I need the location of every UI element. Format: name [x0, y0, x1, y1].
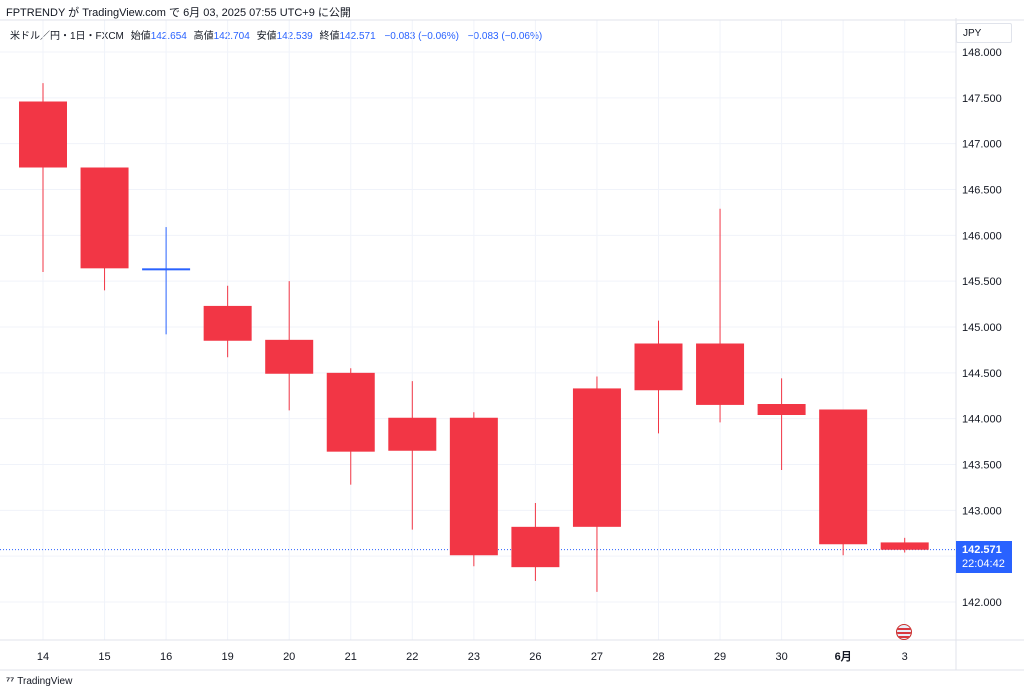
y-tick-label: 143.000	[962, 505, 1002, 517]
last-price-value: 142.571	[962, 544, 1002, 556]
x-tick-label: 22	[406, 651, 418, 663]
x-tick-label: 16	[160, 651, 172, 663]
candle-body	[819, 409, 868, 545]
x-tick-label: 20	[283, 651, 295, 663]
us-flag-event-icon[interactable]	[896, 624, 912, 640]
y-tick-label: 142.000	[962, 597, 1002, 609]
y-tick-label: 144.500	[962, 368, 1002, 380]
candle-body	[265, 339, 314, 374]
last-price-label: 142.571 22:04:42	[956, 541, 1012, 573]
x-tick-label: 27	[591, 651, 603, 663]
y-tick-label: 146.500	[962, 185, 1002, 197]
currency-selector[interactable]: JPY	[956, 23, 1012, 43]
candle-body	[757, 404, 806, 415]
candle-body	[880, 542, 929, 550]
candle-body	[326, 372, 375, 452]
low-value: 142.539	[276, 31, 313, 42]
y-tick-label: 148.000	[962, 47, 1002, 59]
change-value-2: −0.083 (−0.06%)	[467, 31, 543, 42]
close-label: 終値	[319, 31, 340, 42]
x-tick-label: 15	[98, 651, 110, 663]
high-label: 高値	[193, 31, 214, 42]
x-tick-label: 19	[222, 651, 234, 663]
candle-body	[572, 388, 621, 527]
y-tick-label: 144.000	[962, 414, 1002, 426]
y-tick-label: 147.500	[962, 93, 1002, 105]
y-tick-label: 146.000	[962, 230, 1002, 242]
x-tick-label: 6月	[835, 650, 852, 663]
open-value: 142.654	[150, 31, 187, 42]
candle-body	[19, 101, 67, 168]
candle-body	[80, 167, 129, 269]
symbol-label[interactable]: 米ドル／円・1日・FXCM	[10, 31, 124, 42]
bar-countdown: 22:04:42	[962, 558, 1005, 570]
x-tick-label: 3	[902, 651, 908, 663]
x-tick-label: 26	[529, 651, 541, 663]
x-tick-label: 30	[775, 651, 787, 663]
candle-body	[388, 417, 437, 451]
close-value: 142.571	[339, 31, 376, 42]
y-tick-label: 147.000	[962, 139, 1002, 151]
candle-body	[203, 305, 252, 341]
candle-body	[449, 417, 498, 556]
x-tick-label: 21	[345, 651, 357, 663]
x-tick-label: 23	[468, 651, 480, 663]
tradingview-logo-icon: ⁷⁷	[6, 676, 15, 687]
x-tick-label: 28	[652, 651, 664, 663]
open-label: 始値	[130, 31, 151, 42]
tradingview-brand: ⁷⁷ TradingView	[6, 676, 72, 687]
x-tick-label: 14	[37, 651, 49, 663]
change-value: −0.083 (−0.06%)	[384, 31, 459, 42]
candle-body	[634, 343, 683, 391]
low-label: 安値	[256, 31, 277, 42]
brand-name: TradingView	[17, 676, 73, 687]
candle-body	[696, 343, 745, 405]
published-line: FPTRENDY が TradingView.com で 6月 03, 2025…	[6, 7, 351, 19]
x-tick-label: 29	[714, 651, 726, 663]
candle-body	[511, 526, 560, 568]
y-tick-label: 143.500	[962, 460, 1002, 472]
y-tick-label: 145.500	[962, 276, 1002, 288]
high-value: 142.704	[213, 31, 250, 42]
chart-legend: 米ドル／円・1日・FXCM 始値142.654 高値142.704 安値142.…	[10, 27, 542, 42]
y-tick-label: 145.000	[962, 322, 1002, 334]
candle-body	[142, 268, 191, 271]
